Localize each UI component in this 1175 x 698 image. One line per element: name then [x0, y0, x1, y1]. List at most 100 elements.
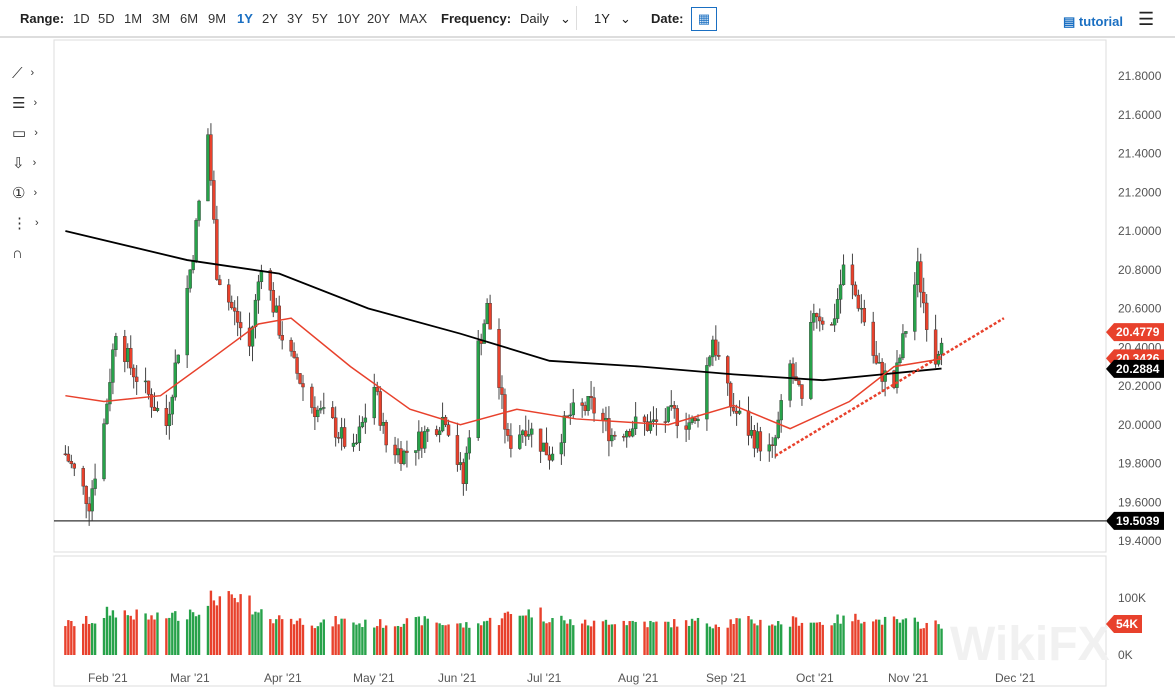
range-max[interactable]: MAX	[399, 11, 428, 26]
candle	[749, 415, 754, 439]
volume-bar	[708, 626, 712, 655]
candle	[194, 218, 198, 264]
volume-bar	[607, 624, 611, 655]
range-1m[interactable]: 1M	[124, 11, 143, 26]
volume-bar	[188, 609, 192, 655]
volume-bar	[794, 617, 798, 655]
range-3m[interactable]: 3M	[152, 11, 171, 26]
volume-bar	[384, 625, 388, 655]
candle	[755, 422, 760, 453]
volume-bar	[797, 625, 801, 655]
chevron-right-icon: ›	[34, 127, 38, 139]
candle	[188, 269, 192, 293]
range-9m[interactable]: 9M	[208, 11, 227, 26]
volume-bar	[566, 623, 569, 655]
candle	[292, 342, 296, 359]
range-1d[interactable]: 1D	[73, 11, 90, 26]
volume-bar	[693, 620, 697, 655]
candle	[684, 412, 688, 442]
candle	[663, 408, 668, 433]
range-3y[interactable]: 3Y	[287, 11, 303, 26]
candle	[333, 406, 338, 447]
candle	[105, 398, 109, 425]
volume-bar	[90, 623, 94, 655]
y-tick: 20.6000	[1118, 302, 1162, 316]
magnet-button[interactable]: ∩	[12, 238, 52, 268]
candle	[426, 427, 430, 442]
candle	[164, 394, 169, 435]
candle	[253, 294, 258, 339]
candle	[209, 123, 213, 186]
range-6m[interactable]: 6M	[180, 11, 199, 26]
volume-bar	[631, 620, 634, 655]
candle	[339, 417, 344, 451]
fib-tool-button[interactable]: ☰ ›	[12, 88, 52, 118]
volume-bar	[322, 619, 325, 655]
candle	[247, 312, 252, 357]
candle	[550, 446, 555, 462]
volume-bar	[364, 619, 367, 655]
range-10y[interactable]: 10Y	[337, 11, 361, 26]
candle	[488, 294, 492, 330]
candle	[372, 373, 376, 425]
volume-bar	[779, 624, 783, 655]
counter-tool-button[interactable]: ① ›	[12, 178, 52, 208]
candle	[841, 254, 846, 286]
volume-bar	[459, 623, 462, 655]
menu-icon[interactable]: ☰	[1138, 9, 1155, 29]
volume-bar	[479, 625, 483, 655]
chevron-down-icon[interactable]: ⌄	[620, 11, 631, 26]
volume-bar	[361, 627, 364, 655]
volume-bar	[580, 623, 584, 655]
pattern-tool-button[interactable]: ⋮ ›	[12, 208, 52, 238]
volume-bar	[524, 615, 527, 655]
candle	[509, 423, 513, 458]
volume-bar	[527, 609, 530, 655]
candle	[336, 431, 341, 444]
candle	[568, 403, 572, 425]
range-20y[interactable]: 20Y	[367, 11, 391, 26]
calendar-icon[interactable]: ▦	[691, 7, 717, 31]
line-tool-icon: ⟋	[12, 64, 23, 82]
volume-bar	[114, 617, 118, 655]
volume-bar	[254, 611, 257, 655]
volume-bar	[197, 614, 201, 655]
volume-bar	[355, 624, 358, 655]
y-tick: 19.6000	[1118, 495, 1162, 509]
candle	[152, 392, 157, 411]
volume-bar	[872, 621, 875, 655]
rectangle-tool-button[interactable]: ▭ ›	[12, 118, 52, 148]
range-5y[interactable]: 5Y	[312, 11, 328, 26]
line-tool-button[interactable]: ⟋ ›	[12, 58, 52, 88]
watermark: WikiFX	[950, 618, 1110, 671]
candle	[728, 381, 733, 417]
candle	[770, 436, 774, 458]
tutorial-link[interactable]: ▤ tutorial	[1063, 14, 1123, 30]
chevron-down-icon[interactable]: ⌄	[560, 11, 571, 26]
range-2y[interactable]: 2Y	[262, 11, 278, 26]
period-select[interactable]: 1Y	[594, 11, 610, 26]
arrow-tool-button[interactable]: ⇩ ›	[12, 148, 52, 178]
volume-bar	[248, 595, 251, 655]
candle	[250, 325, 255, 362]
range-1y[interactable]: 1Y	[237, 11, 253, 26]
candle	[726, 355, 730, 396]
candle	[414, 450, 418, 466]
sma200-line	[65, 230, 942, 382]
volume-bar	[569, 619, 572, 655]
magnet-icon: ∩	[12, 244, 23, 262]
volume-bar	[753, 623, 756, 655]
candle	[791, 357, 795, 384]
candle	[476, 329, 480, 441]
volume-bar	[147, 619, 150, 655]
candle	[571, 388, 575, 419]
range-5d[interactable]: 5D	[98, 11, 115, 26]
volume-bar	[643, 621, 646, 655]
frequency-select[interactable]: Daily	[520, 11, 549, 26]
volume-pane	[53, 555, 1107, 687]
candle	[191, 254, 195, 274]
volume-bar	[934, 620, 937, 655]
volume-bar	[236, 602, 239, 655]
volume-bar	[191, 612, 195, 655]
